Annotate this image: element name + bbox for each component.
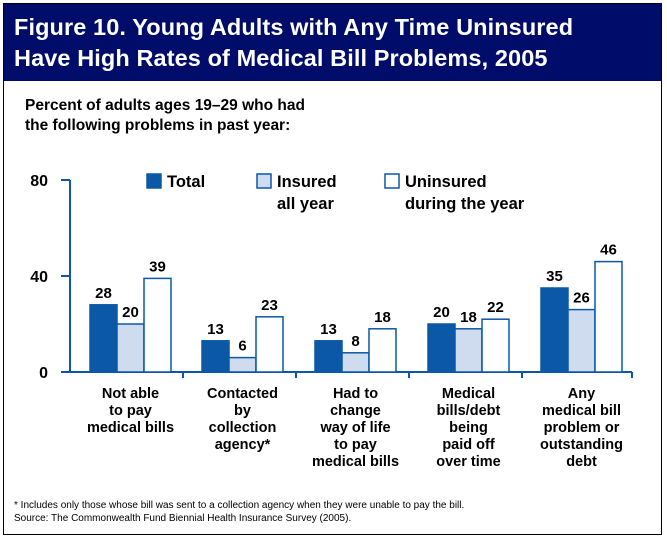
legend-swatch	[384, 173, 400, 189]
data-label: 20	[122, 304, 139, 321]
data-label: 28	[95, 285, 112, 302]
bar	[143, 277, 172, 373]
bar	[116, 323, 145, 373]
data-label: 22	[487, 299, 504, 316]
category-label: medical bills	[87, 420, 174, 436]
legend-label: Uninsured	[405, 173, 487, 191]
data-label: 13	[207, 321, 224, 338]
legend-swatch	[146, 173, 162, 189]
figure-frame: Figure 10. Young Adults with Any Time Un…	[3, 3, 662, 535]
legend-label: Insured	[277, 173, 337, 191]
bar	[454, 328, 483, 373]
category-label: Not able	[102, 386, 159, 402]
category-label: Had to	[333, 386, 378, 402]
bar	[228, 356, 257, 373]
bar	[594, 260, 623, 373]
bar	[341, 352, 370, 373]
category-label: by	[234, 403, 251, 419]
category-label: way of life	[319, 420, 390, 436]
bar	[314, 340, 343, 373]
subtitle-line-2: the following problems in past year:	[25, 117, 291, 134]
category-label: to pay	[334, 437, 377, 453]
footnote-line-2: Source: The Commonwealth Fund Biennial H…	[14, 513, 352, 524]
category-label: agency*	[215, 437, 271, 453]
category-label: outstanding	[540, 437, 623, 453]
bar	[540, 287, 569, 373]
category-label: to pay	[109, 403, 152, 419]
footnote: * Includes only those whose bill was sen…	[14, 499, 464, 525]
data-label: 46	[600, 242, 617, 259]
bar	[89, 304, 118, 373]
bar	[567, 308, 596, 373]
legend-label: all year	[277, 195, 334, 213]
category-label: being	[449, 420, 488, 436]
title-line-2: Have High Rates of Medical Bill Problems…	[14, 45, 548, 71]
data-label: 6	[238, 338, 246, 355]
category-label: medical bills	[312, 454, 399, 470]
category-label: problem or	[544, 420, 620, 436]
footnote-line-1: * Includes only those whose bill was sen…	[14, 500, 465, 511]
bar	[201, 340, 230, 373]
data-label: 23	[261, 297, 278, 314]
title-bar: Figure 10. Young Adults with Any Time Un…	[4, 4, 661, 81]
category-label: over time	[436, 454, 500, 470]
legend-label: Total	[167, 173, 205, 191]
title-line-1: Figure 10. Young Adults with Any Time Un…	[14, 14, 574, 40]
bar	[481, 318, 510, 373]
category-label: change	[330, 403, 381, 419]
data-label: 13	[320, 321, 337, 338]
legend-swatch	[256, 173, 272, 189]
y-tick-label: 80	[30, 173, 48, 190]
data-label: 39	[149, 258, 166, 275]
category-label: Contacted	[207, 386, 278, 402]
data-label: 35	[546, 268, 563, 285]
category-label: paid off	[442, 437, 495, 453]
category-label: Any	[568, 386, 595, 402]
y-tick-label: 0	[39, 365, 48, 382]
category-label: medical bill	[542, 403, 621, 419]
legend-label: during the year	[405, 195, 525, 213]
bar	[427, 323, 456, 373]
data-label: 8	[351, 333, 359, 350]
category-label: collection	[209, 420, 277, 436]
data-label: 20	[433, 304, 450, 321]
category-label: bills/debt	[437, 403, 501, 419]
bar	[368, 328, 397, 373]
data-label: 26	[573, 290, 590, 307]
data-label: 18	[374, 309, 391, 326]
category-label: debt	[566, 454, 597, 470]
category-label: Medical	[442, 386, 495, 402]
chart-subtitle: Percent of adults ages 19–29 who had the…	[25, 96, 305, 136]
subtitle-line-1: Percent of adults ages 19–29 who had	[25, 97, 305, 114]
bar	[255, 316, 284, 373]
y-tick-label: 40	[30, 269, 48, 286]
data-label: 18	[460, 309, 477, 326]
